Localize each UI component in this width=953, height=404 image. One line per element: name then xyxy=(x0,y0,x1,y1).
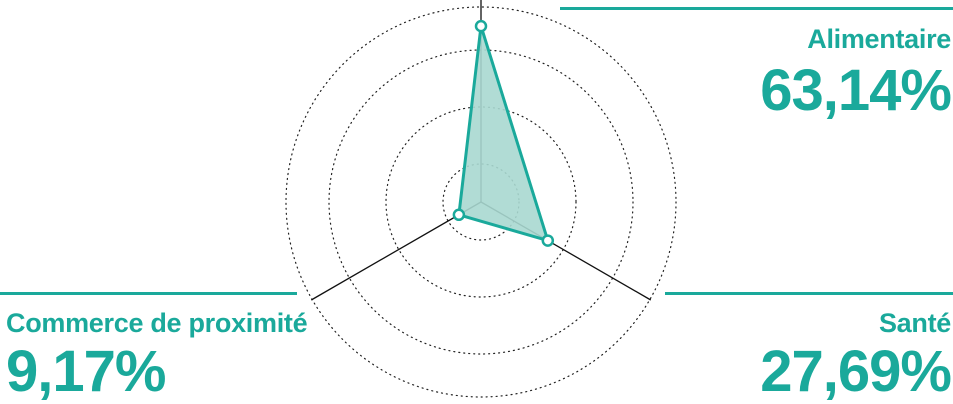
axis-commerce-de-proximité xyxy=(310,201,482,301)
category-value-sante: 27,69% xyxy=(760,339,952,404)
rule-alimentaire xyxy=(560,7,953,10)
category-value-commerce-de-proximite: 9,17% xyxy=(6,339,166,404)
category-label-commerce-de-proximite: Commerce de proximité xyxy=(6,308,308,338)
category-label-alimentaire: Alimentaire xyxy=(807,24,951,54)
rule-sante xyxy=(665,292,953,295)
grid-ring-2 xyxy=(385,106,577,298)
category-value-alimentaire: 63,14% xyxy=(760,58,952,123)
category-label-sante: Santé xyxy=(878,308,951,338)
rule-commerce-de-proximite xyxy=(0,292,297,295)
data-point-santé xyxy=(541,234,555,247)
data-point-alimentaire xyxy=(474,19,488,33)
grid-ring-4 xyxy=(285,6,677,398)
data-point-commerce-de-proximité xyxy=(452,208,466,222)
series-area xyxy=(457,24,550,243)
data-series xyxy=(452,19,555,247)
